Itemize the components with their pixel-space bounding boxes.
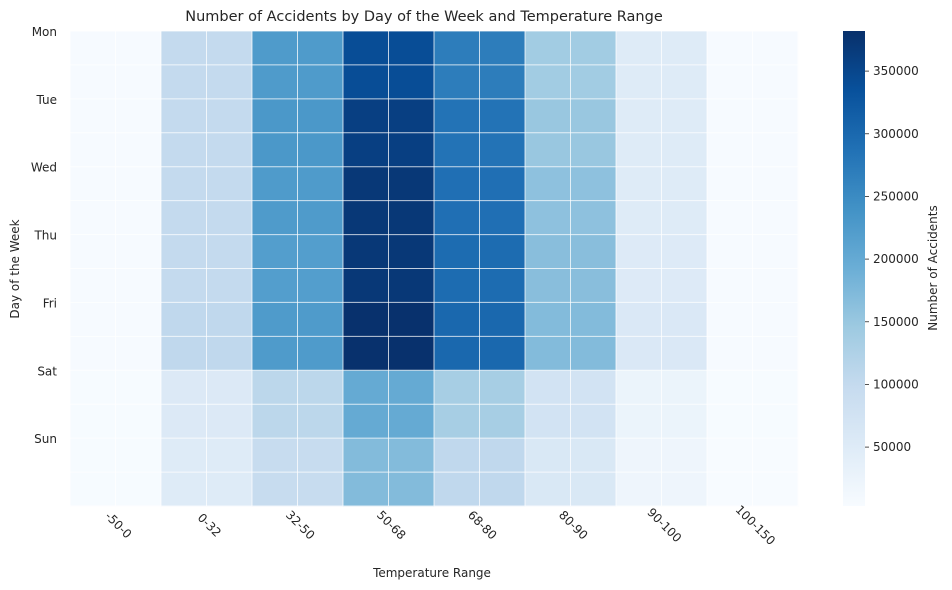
colorbar-tick-label: 350000 (873, 64, 919, 78)
gridlines (69, 30, 799, 507)
colorbar-label: Number of Accidents (926, 205, 940, 331)
x-axis-label: Temperature Range (372, 566, 491, 580)
colorbar-tick-label: 100000 (873, 377, 919, 391)
colorbar (843, 31, 865, 506)
x-tick-label: 68-80 (465, 508, 500, 543)
colorbar-tick-label: 50000 (873, 440, 911, 454)
x-tick-label: 0-32 (195, 511, 224, 540)
y-tick-label: Mon (32, 25, 57, 39)
chart-title: Number of Accidents by Day of the Week a… (185, 9, 663, 25)
x-tick-label: 50-68 (374, 508, 409, 543)
colorbar-tick-label: 250000 (873, 189, 919, 203)
x-tick-label: 80-90 (556, 508, 591, 543)
colorbar-tick-label: 300000 (873, 127, 919, 141)
y-tick-label: Wed (31, 161, 57, 175)
y-axis-label: Day of the Week (8, 219, 22, 318)
x-tick-label: 100-150 (733, 502, 778, 547)
colorbar-tick-label: 150000 (873, 315, 919, 329)
y-tick-labels: Mon Tue Wed Thu Fri Sat Sun (31, 25, 57, 446)
colorbar-tick-labels: 50000 100000 150000 200000 250000 300000 35000… (865, 64, 919, 454)
x-tick-label: -50-0 (102, 509, 134, 541)
x-tick-label: 32-50 (283, 508, 318, 543)
colorbar-tick-label: 200000 (873, 252, 919, 266)
y-tick-label: Thu (33, 229, 57, 243)
x-tick-labels: -50-0 0-32 32-50 50-68 68-80 80-90 90-100 100-1… (102, 502, 778, 547)
y-tick-label: Sat (37, 364, 57, 378)
y-tick-label: Sun (34, 432, 57, 446)
y-tick-label: Tue (36, 93, 58, 107)
x-tick-label: 90-100 (644, 505, 684, 545)
y-tick-label: Fri (43, 296, 57, 310)
